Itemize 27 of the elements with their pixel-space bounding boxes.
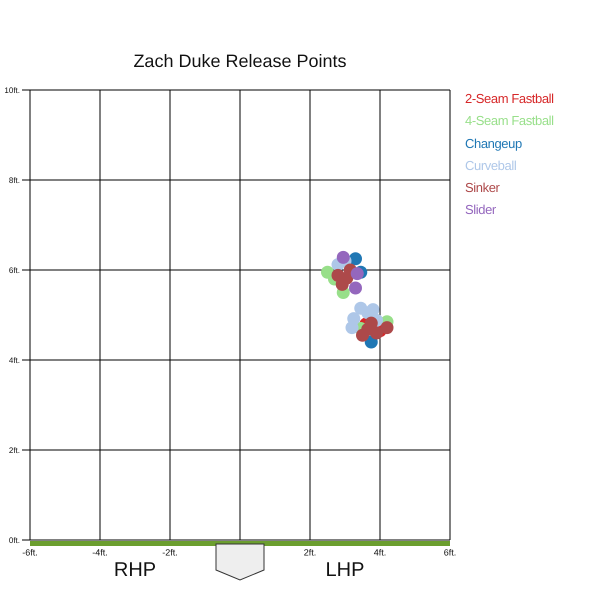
- x-tick-label: 6ft.: [444, 547, 456, 558]
- x-tick-label: -6ft.: [22, 547, 38, 558]
- point: [336, 250, 350, 264]
- text: Changeup: [465, 134, 523, 153]
- text: LHP: [326, 559, 364, 581]
- text: Sinker: [465, 179, 501, 198]
- y-tick-label: 10ft.: [4, 86, 20, 95]
- y-tick-label: 6ft.: [8, 266, 20, 275]
- y-tick-label: 4ft.: [8, 356, 20, 365]
- x-tick-label: 4ft.: [374, 547, 386, 558]
- text: RHP: [114, 559, 156, 581]
- point: [350, 267, 364, 280]
- y-tick-label: 8ft.: [8, 176, 20, 185]
- point: [380, 321, 394, 334]
- x-tick-label: -2ft.: [162, 547, 178, 558]
- text: Curveball: [465, 156, 518, 175]
- text: 2-Seam Fastball: [465, 90, 554, 108]
- chart-title: Zach Duke Release Points: [132, 50, 348, 73]
- text: Slider: [465, 201, 497, 220]
- point: [366, 303, 380, 316]
- y-tick-label: 2ft.: [8, 446, 20, 455]
- x-tick-label: -4ft.: [92, 547, 108, 558]
- x-tick-label: 2ft.: [304, 547, 316, 558]
- y-tick-label: 0ft.: [8, 536, 20, 545]
- text: 4-Seam Fastball: [465, 112, 554, 130]
- point: [349, 282, 362, 294]
- point: [346, 321, 358, 334]
